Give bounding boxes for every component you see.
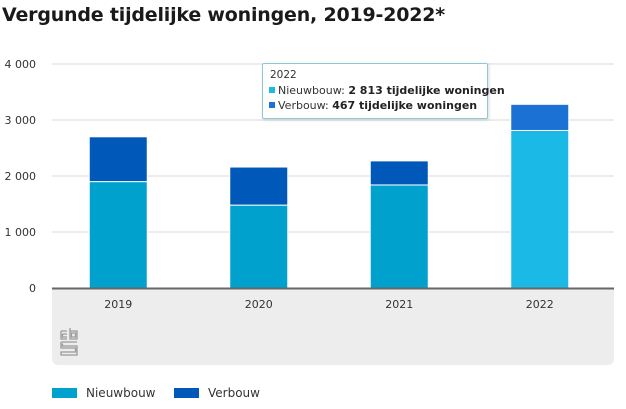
- y-axis-ticks: 0 1 000 2 000 3 000 4 000: [5, 58, 37, 295]
- chart-title: Vergunde tijdelijke woningen, 2019-2022*: [2, 4, 446, 26]
- bars: [88, 103, 570, 289]
- bar-nieuwbouw-2022: [510, 129, 570, 289]
- y-tick-label: 2 000: [5, 170, 37, 183]
- x-tick-label: 2020: [245, 298, 273, 311]
- tooltip-label: Nieuwbouw:: [278, 84, 349, 97]
- tooltip-value: 2 813 tijdelijke woningen: [348, 84, 505, 97]
- bar-nieuwbouw-2019: [88, 181, 148, 289]
- tooltip-swatch-nieuwbouw: [269, 87, 275, 93]
- bar-verbouw-2022: [510, 103, 570, 131]
- legend-swatch-nieuwbouw: [52, 388, 77, 398]
- x-tick-label: 2021: [385, 298, 413, 311]
- chart-tooltip: 2022 Nieuwbouw: 2 813 tijdelijke woninge…: [262, 63, 505, 119]
- bar-verbouw-2019: [88, 136, 148, 183]
- x-tick-label: 2019: [104, 298, 132, 311]
- x-axis-ticks: 2019 2020 2021 2022: [104, 298, 554, 311]
- tooltip-row-verbouw: Verbouw: 467 tijdelijke woningen: [269, 99, 477, 112]
- legend-swatch-verbouw: [174, 388, 199, 398]
- x-axis-band: [52, 288, 614, 365]
- tooltip-year: 2022: [270, 69, 297, 81]
- bar-nieuwbouw-2020: [229, 204, 289, 289]
- tooltip-label: Verbouw:: [278, 99, 333, 112]
- bar-verbouw-2021: [369, 160, 429, 186]
- bar-nieuwbouw-2021: [369, 184, 429, 289]
- legend-item-nieuwbouw[interactable]: Nieuwbouw: [52, 386, 156, 400]
- legend-label: Nieuwbouw: [86, 386, 156, 400]
- y-tick-label: 1 000: [5, 226, 37, 239]
- y-tick-label: 3 000: [5, 114, 37, 127]
- y-tick-label: 4 000: [5, 58, 37, 71]
- legend-label: Verbouw: [208, 386, 260, 400]
- cbs-logo-icon: [60, 328, 78, 356]
- y-tick-label: 0: [29, 282, 36, 295]
- tooltip-swatch-verbouw: [269, 102, 275, 108]
- tooltip-value: 467 tijdelijke woningen: [332, 99, 478, 112]
- tooltip-row-nieuwbouw: Nieuwbouw: 2 813 tijdelijke woningen: [269, 84, 505, 97]
- legend-item-verbouw[interactable]: Verbouw: [174, 386, 260, 400]
- bar-verbouw-2020: [229, 166, 289, 206]
- x-tick-label: 2022: [526, 298, 554, 311]
